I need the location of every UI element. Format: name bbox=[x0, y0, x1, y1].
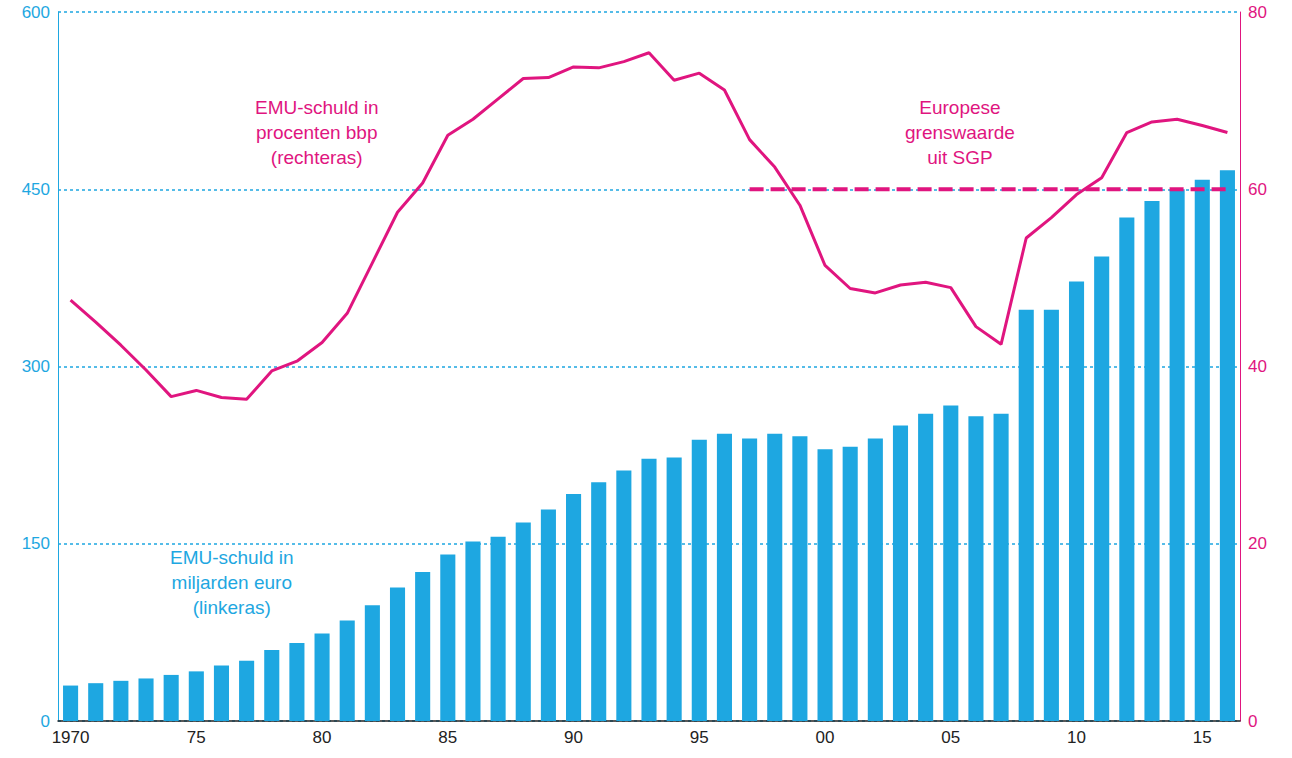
svg-text:40: 40 bbox=[1248, 357, 1267, 376]
svg-text:85: 85 bbox=[438, 728, 457, 747]
svg-text:75: 75 bbox=[187, 728, 206, 747]
svg-text:15: 15 bbox=[1193, 728, 1212, 747]
svg-text:80: 80 bbox=[313, 728, 332, 747]
svg-text:uit SGP: uit SGP bbox=[927, 147, 992, 168]
svg-text:10: 10 bbox=[1067, 728, 1086, 747]
svg-text:90: 90 bbox=[564, 728, 583, 747]
svg-text:300: 300 bbox=[22, 357, 50, 376]
svg-text:EMU-schuld in: EMU-schuld in bbox=[255, 97, 379, 118]
svg-text:00: 00 bbox=[816, 728, 835, 747]
svg-text:1970: 1970 bbox=[52, 728, 90, 747]
svg-text:0: 0 bbox=[41, 712, 50, 731]
svg-text:EMU-schuld in: EMU-schuld in bbox=[170, 547, 294, 568]
svg-text:grenswaarde: grenswaarde bbox=[905, 122, 1015, 143]
svg-text:150: 150 bbox=[22, 534, 50, 553]
svg-text:procenten bbp: procenten bbp bbox=[256, 122, 378, 143]
svg-text:(linkeras): (linkeras) bbox=[193, 597, 271, 618]
svg-text:(rechteras): (rechteras) bbox=[271, 147, 363, 168]
svg-text:80: 80 bbox=[1248, 3, 1267, 22]
svg-text:95: 95 bbox=[690, 728, 709, 747]
svg-text:20: 20 bbox=[1248, 534, 1267, 553]
svg-text:60: 60 bbox=[1248, 180, 1267, 199]
svg-text:miljarden euro: miljarden euro bbox=[172, 572, 292, 593]
svg-text:0: 0 bbox=[1248, 712, 1257, 731]
svg-text:600: 600 bbox=[22, 3, 50, 22]
svg-text:05: 05 bbox=[941, 728, 960, 747]
svg-text:Europese: Europese bbox=[919, 97, 1000, 118]
svg-text:450: 450 bbox=[22, 180, 50, 199]
